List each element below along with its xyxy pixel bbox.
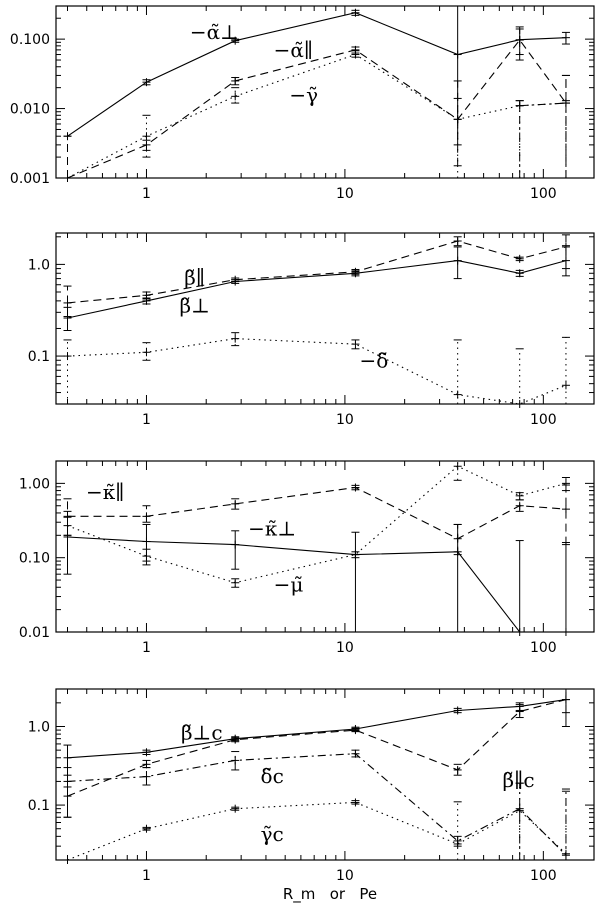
series-line: [67, 240, 567, 304]
series-line: [67, 39, 567, 179]
plot-frame: [55, 460, 595, 633]
series-line: [67, 699, 567, 759]
series-line-3: [63, 749, 570, 860]
x-tick-label: 100: [530, 412, 557, 428]
series-line: [67, 801, 567, 861]
x-tick-label: 100: [530, 640, 557, 656]
series-line-4: [63, 782, 570, 864]
y-tick-label: 1.0: [28, 719, 50, 735]
series-line-1: [63, 245, 570, 332]
plot-frame: [55, 5, 595, 179]
curve-label: −δ̃: [359, 349, 388, 373]
series-line: [67, 465, 567, 584]
curve-label: β̃∥: [184, 266, 205, 290]
x-tick-label: 1: [142, 640, 151, 656]
x-tick-label: 100: [530, 868, 557, 884]
series-line: [67, 260, 567, 319]
y-tick-label: 0.010: [10, 102, 50, 118]
x-tick-label: 10: [336, 412, 354, 428]
curve-label: δ̃c: [261, 764, 284, 788]
y-tick-label: 0.1: [28, 798, 50, 814]
curve-label: −α̃⊥: [190, 20, 239, 44]
series-line: [67, 699, 567, 797]
series-line-3: [63, 460, 570, 588]
curve-label: −κ̃⊥: [248, 516, 296, 540]
series-line-1: [63, 688, 570, 818]
x-axis-label: R_m or Pe: [283, 885, 377, 904]
series-line-1: [63, 510, 570, 636]
y-tick-label: 0.1: [28, 349, 50, 365]
series-line-2: [63, 483, 570, 556]
y-tick-label: 1.0: [28, 257, 50, 273]
panel-2: 1 10 100 0.1 1.0 β̃∥ β̃⊥ −δ̃: [28, 232, 595, 428]
y-tick-label: 0.01: [19, 625, 50, 641]
x-tick-label: 10: [336, 868, 354, 884]
y-tick-label: 1.00: [19, 476, 50, 492]
x-tick-label: 1: [142, 412, 151, 428]
curve-label: β̃⊥: [180, 293, 210, 317]
series-line-3: [63, 50, 570, 182]
y-tick-label: 0.100: [10, 32, 50, 48]
curve-label: −μ̃: [274, 573, 304, 597]
series-line: [519, 102, 567, 107]
plot-frame: [55, 688, 595, 861]
curve-label: β̃∥c: [503, 768, 535, 792]
curve-label: −γ̃: [289, 83, 318, 107]
series-extra-4: [515, 74, 570, 178]
series-line: [67, 536, 566, 633]
panel-3: 1 10 100 0.01 0.10 1.00 −κ̃∥ −κ̃⊥ −μ̃: [19, 460, 595, 656]
curve-label: −α̃∥: [274, 38, 314, 62]
y-tick-label: 0.001: [10, 171, 50, 187]
curve-label: β̃⊥c: [181, 721, 223, 745]
series-line-3: [63, 332, 570, 408]
curve-label: γ̃c: [261, 822, 284, 846]
panel-1: 1 10 100 0.001 0.010 0.100 −α̃⊥ −α̃∥ −γ̃: [10, 5, 595, 202]
x-tick-label: 100: [530, 186, 557, 202]
panel-4: 1 10 100 0.1 1.0 β̃⊥c δ̃c γ̃c β̃∥c: [28, 688, 595, 884]
x-tick-label: 10: [336, 640, 354, 656]
series-line: [67, 12, 567, 137]
series-line: [67, 486, 567, 540]
series-line-2: [63, 688, 570, 818]
series-line: [67, 338, 567, 405]
y-tick-label: 0.10: [19, 551, 50, 567]
series-line: [67, 53, 567, 179]
series-line-2: [63, 234, 570, 318]
curve-label: −κ̃∥: [86, 480, 125, 504]
series-line-1: [63, 5, 570, 146]
plot-frame: [55, 232, 595, 405]
x-tick-label: 1: [142, 186, 151, 202]
series-line: [67, 753, 567, 856]
x-tick-label: 10: [336, 186, 354, 202]
x-tick-label: 1: [142, 868, 151, 884]
